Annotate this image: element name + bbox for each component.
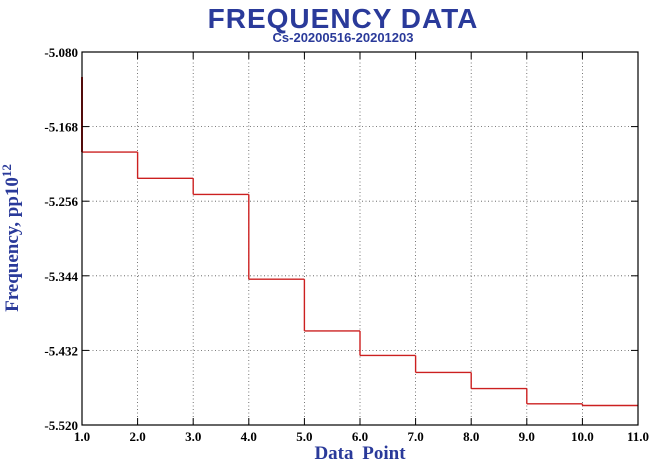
- y-axis-label: Frequency, pp1012: [0, 164, 23, 312]
- x-tick-label: 5.0: [296, 429, 312, 444]
- y-axis-label-superscript: 12: [0, 164, 14, 177]
- y-tick-label: -5.256: [44, 194, 78, 209]
- y-tick-label: -5.520: [44, 418, 78, 433]
- x-tick-label: 11.0: [627, 429, 649, 444]
- x-tick-label: 6.0: [352, 429, 368, 444]
- y-tick-label: -5.080: [44, 45, 78, 60]
- y-axis-label-text: Frequency, pp10: [2, 177, 23, 312]
- x-tick-label: 7.0: [407, 429, 423, 444]
- x-tick-label: 3.0: [185, 429, 201, 444]
- x-tick-label: 8.0: [463, 429, 479, 444]
- y-tick-label: -5.168: [44, 120, 78, 135]
- chart-title: FREQUENCY DATA: [208, 3, 479, 34]
- x-tick-label: 1.0: [74, 429, 90, 444]
- chart-subtitle: Cs-20200516-20201203: [273, 30, 414, 45]
- x-tick-label: 10.0: [571, 429, 594, 444]
- grid-lines: [82, 52, 638, 425]
- x-tick-label: 9.0: [519, 429, 535, 444]
- series-layer: [81, 77, 638, 407]
- axis-ticks: [81, 51, 639, 426]
- x-tick-label: 2.0: [129, 429, 145, 444]
- x-axis-label: Data Point: [314, 443, 406, 463]
- y-tick-label: -5.344: [44, 269, 78, 284]
- x-tick-label: 4.0: [241, 429, 257, 444]
- y-tick-label: -5.432: [44, 343, 78, 358]
- tick-labels: 1.0 2.0 3.0 4.0 5.0 6.0 7.0 8.0 9.0 10.0 11.0 -5.08…: [44, 45, 649, 444]
